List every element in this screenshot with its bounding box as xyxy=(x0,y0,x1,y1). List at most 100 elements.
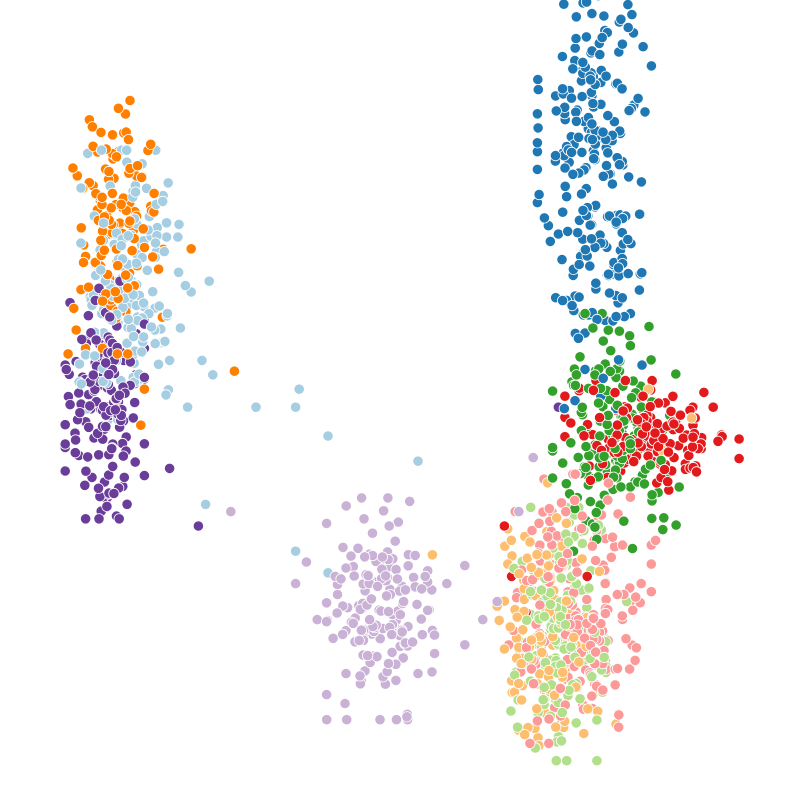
data-point-series-6 xyxy=(382,492,394,504)
data-point-series-7 xyxy=(75,182,87,194)
data-point-series-9 xyxy=(113,513,125,525)
data-point-series-3 xyxy=(426,549,438,561)
data-point-series-2 xyxy=(581,570,593,583)
data-point-series-4 xyxy=(542,531,554,543)
data-point-series-0 xyxy=(623,171,635,183)
data-point-series-4 xyxy=(590,646,602,658)
data-point-series-3 xyxy=(543,664,555,677)
data-point-series-9 xyxy=(106,443,118,455)
data-point-series-1 xyxy=(579,307,591,320)
data-point-series-1 xyxy=(576,401,588,413)
data-point-series-6 xyxy=(390,674,402,687)
data-point-series-2 xyxy=(698,386,710,398)
data-point-series-0 xyxy=(538,212,551,224)
data-point-series-6 xyxy=(380,590,393,602)
data-point-series-9 xyxy=(93,449,105,461)
data-point-series-4 xyxy=(649,534,662,547)
data-point-series-3 xyxy=(560,517,573,529)
data-point-series-4 xyxy=(543,737,555,750)
data-point-series-7 xyxy=(157,195,169,207)
data-point-series-1 xyxy=(645,354,657,366)
data-point-series-0 xyxy=(602,147,614,159)
data-point-series-0 xyxy=(622,233,634,246)
data-point-series-3 xyxy=(578,727,590,740)
data-point-series-6 xyxy=(416,583,428,595)
data-point-series-4 xyxy=(602,494,614,506)
data-point-series-5 xyxy=(544,598,557,610)
data-point-series-7 xyxy=(75,378,87,390)
data-point-series-2 xyxy=(686,441,699,453)
data-point-series-6 xyxy=(320,517,333,530)
data-point-series-6 xyxy=(383,520,395,532)
data-point-series-8 xyxy=(137,223,149,235)
data-point-series-5 xyxy=(535,584,548,596)
data-point-series-9 xyxy=(82,451,94,463)
data-point-series-7 xyxy=(128,330,140,343)
data-point-series-0 xyxy=(610,310,622,323)
data-point-series-7 xyxy=(293,383,305,395)
data-point-series-2 xyxy=(662,446,675,458)
data-point-series-0 xyxy=(549,150,562,162)
data-point-series-7 xyxy=(122,230,134,242)
data-point-series-0 xyxy=(612,262,625,274)
data-point-series-7 xyxy=(138,331,150,343)
data-point-series-9 xyxy=(108,487,120,500)
data-point-series-4 xyxy=(629,654,641,667)
data-point-series-6 xyxy=(527,451,539,464)
data-point-series-0 xyxy=(581,0,593,8)
data-point-series-3 xyxy=(517,624,529,636)
data-point-series-4 xyxy=(597,684,609,696)
data-point-series-0 xyxy=(533,188,545,201)
data-point-series-5 xyxy=(505,705,517,717)
data-point-series-4 xyxy=(524,737,536,750)
data-point-series-8 xyxy=(96,191,108,203)
data-point-series-7 xyxy=(122,313,134,325)
data-point-series-5 xyxy=(591,755,603,767)
data-point-series-0 xyxy=(616,83,628,95)
data-point-series-3 xyxy=(531,703,543,715)
data-point-series-6 xyxy=(396,626,408,638)
data-point-series-6 xyxy=(321,714,333,726)
data-point-series-6 xyxy=(477,613,489,626)
data-point-series-8 xyxy=(122,348,134,360)
data-point-series-3 xyxy=(515,658,527,670)
data-point-series-8 xyxy=(95,126,107,138)
data-point-series-0 xyxy=(570,32,582,45)
data-point-series-7 xyxy=(147,286,159,298)
data-point-series-4 xyxy=(605,551,617,563)
data-point-series-0 xyxy=(600,160,613,172)
data-point-series-7 xyxy=(412,455,424,467)
data-point-series-6 xyxy=(380,570,392,582)
data-point-series-0 xyxy=(636,359,648,371)
data-point-series-9 xyxy=(192,520,204,532)
data-point-series-7 xyxy=(95,264,107,276)
data-point-series-4 xyxy=(627,604,639,616)
data-point-series-1 xyxy=(574,351,586,363)
data-point-series-8 xyxy=(98,244,110,256)
data-point-series-6 xyxy=(340,667,352,680)
data-point-series-6 xyxy=(363,613,376,626)
data-point-series-8 xyxy=(95,234,107,246)
data-point-series-0 xyxy=(565,146,578,158)
data-point-series-0 xyxy=(531,163,544,175)
data-point-series-0 xyxy=(598,10,610,22)
data-point-series-6 xyxy=(426,666,438,678)
data-point-series-9 xyxy=(138,469,150,482)
data-point-series-9 xyxy=(109,404,121,416)
data-point-series-1 xyxy=(598,450,610,462)
data-point-series-6 xyxy=(361,649,374,662)
data-point-series-1 xyxy=(605,345,617,357)
data-point-series-2 xyxy=(712,435,724,447)
data-point-series-8 xyxy=(138,383,150,395)
data-point-series-1 xyxy=(646,489,658,501)
data-point-series-2 xyxy=(609,386,621,399)
data-point-series-4 xyxy=(624,491,637,503)
data-point-series-3 xyxy=(515,694,528,706)
data-point-series-3 xyxy=(536,646,548,659)
data-point-series-6 xyxy=(365,593,377,605)
data-point-series-9 xyxy=(82,310,95,322)
data-point-series-4 xyxy=(556,556,569,569)
data-point-series-0 xyxy=(531,137,544,149)
data-point-series-5 xyxy=(586,671,598,683)
data-point-series-1 xyxy=(615,481,627,493)
